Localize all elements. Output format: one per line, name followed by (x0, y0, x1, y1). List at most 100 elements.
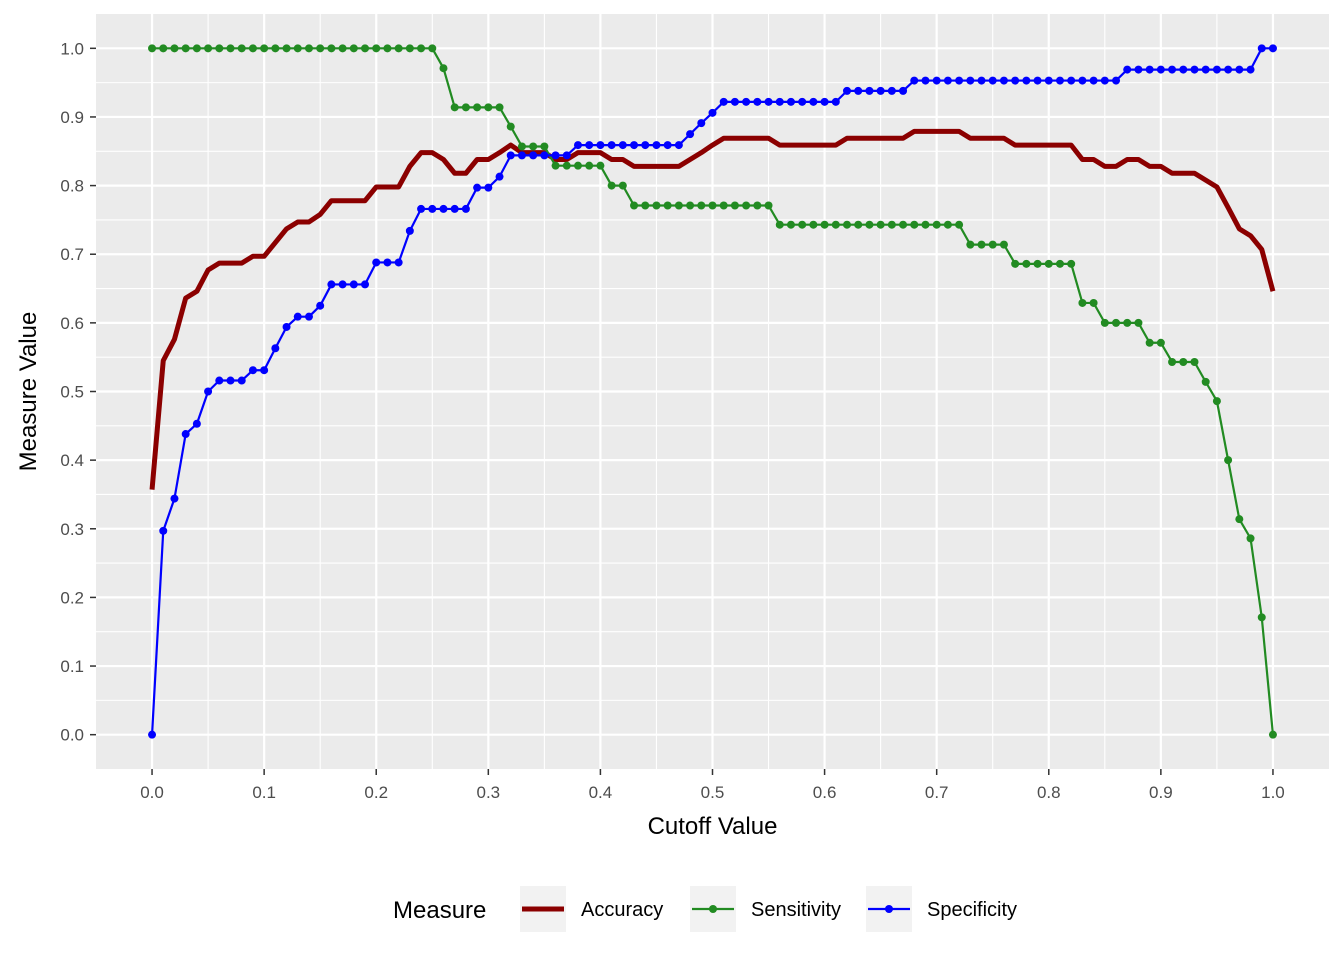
specificity-point (1168, 65, 1177, 74)
specificity-point (506, 151, 515, 160)
y-tick-label: 0.8 (60, 177, 84, 196)
specificity-point (876, 86, 885, 95)
specificity-point (1100, 76, 1109, 85)
sensitivity-point (450, 103, 459, 112)
legend: Measure Accuracy Sensitivity Specificity (393, 886, 1017, 932)
legend-item-sensitivity: Sensitivity (690, 886, 841, 932)
sensitivity-point (417, 44, 426, 53)
specificity-point (529, 151, 538, 160)
specificity-point (730, 97, 739, 106)
sensitivity-point (484, 103, 493, 112)
sensitivity-point (148, 44, 157, 53)
specificity-point (248, 366, 257, 375)
sensitivity-point (753, 201, 762, 210)
sensitivity-point (237, 44, 246, 53)
sensitivity-point (1011, 259, 1020, 268)
sensitivity-point (899, 220, 908, 229)
sensitivity-point (1201, 377, 1210, 386)
y-tick-label: 1.0 (60, 39, 84, 58)
specificity-point (215, 376, 224, 385)
specificity-point (955, 76, 964, 85)
x-tick-label: 0.9 (1149, 783, 1173, 802)
sensitivity-point (1078, 298, 1087, 307)
x-axis-title: Cutoff Value (648, 813, 778, 840)
series-specificity (148, 44, 1277, 739)
specificity-point (204, 387, 213, 396)
specificity-point (1201, 65, 1210, 74)
specificity-point (674, 141, 683, 150)
specificity-point (708, 108, 717, 117)
specificity-point (820, 97, 829, 106)
sensitivity-point (248, 44, 257, 53)
sensitivity-point (495, 103, 504, 112)
sensitivity-point (831, 220, 840, 229)
specificity-point (1078, 76, 1087, 85)
x-tick-label: 0.1 (252, 783, 276, 802)
sensitivity-point (1112, 318, 1121, 327)
sensitivity-point (215, 44, 224, 53)
specificity-point (899, 86, 908, 95)
specificity-point (181, 430, 190, 439)
sensitivity-point (1246, 534, 1255, 543)
specificity-point (484, 183, 493, 192)
sensitivity-point (708, 201, 717, 210)
accuracy-line (149, 128, 1276, 490)
sensitivity-point (1156, 338, 1165, 347)
sensitivity-point (585, 161, 594, 170)
sensitivity-point (820, 220, 829, 229)
y-tick-label: 0.9 (60, 108, 84, 127)
sensitivity-point (226, 44, 235, 53)
specificity-point (719, 97, 728, 106)
specificity-point (932, 76, 941, 85)
y-axis-title: Measure Value (15, 312, 42, 472)
specificity-point (316, 301, 325, 310)
specificity-point (753, 97, 762, 106)
specificity-point (170, 494, 179, 503)
sensitivity-point (1067, 259, 1076, 268)
sensitivity-point (775, 220, 784, 229)
sensitivity-point (843, 220, 852, 229)
specificity-point (517, 151, 526, 160)
sensitivity-point (1089, 298, 1098, 307)
specificity-point (697, 119, 706, 128)
legend-title: Measure (393, 897, 486, 924)
specificity-point (349, 280, 358, 289)
specificity-point (562, 151, 571, 160)
specificity-point (1235, 65, 1244, 74)
specificity-point (192, 419, 201, 428)
specificity-point (630, 141, 639, 150)
sensitivity-point (798, 220, 807, 229)
sensitivity-point (697, 201, 706, 210)
specificity-point (372, 258, 381, 267)
specificity-point (1246, 65, 1255, 74)
legend-label: Sensitivity (751, 899, 841, 921)
specificity-point (921, 76, 930, 85)
sensitivity-point (630, 201, 639, 210)
series-sensitivity (148, 44, 1277, 739)
sensitivity-point (1134, 318, 1143, 327)
specificity-point (551, 151, 560, 160)
specificity-point (1212, 65, 1221, 74)
specificity-point (742, 97, 751, 106)
sensitivity-point (192, 44, 201, 53)
sensitivity-point (361, 44, 370, 53)
specificity-point (495, 172, 504, 181)
specificity-point (775, 97, 784, 106)
sensitivity-point (383, 44, 392, 53)
x-tick-label: 0.7 (925, 783, 949, 802)
x-axis: 0.0 0.1 0.2 0.3 0.4 0.5 0.6 0.7 0.8 0.9 1.0 (140, 769, 1285, 802)
specificity-point (686, 130, 695, 139)
x-tick-label: 1.0 (1261, 783, 1285, 802)
sensitivity-point (955, 220, 964, 229)
sensitivity-point (1179, 357, 1188, 366)
sensitivity-point (674, 201, 683, 210)
specificity-point (966, 76, 975, 85)
sensitivity-point (439, 64, 448, 73)
specificity-point (327, 280, 336, 289)
specificity-point (910, 76, 919, 85)
sensitivity-point (921, 220, 930, 229)
sensitivity-point (293, 44, 302, 53)
specificity-point (977, 76, 986, 85)
specificity-point (618, 141, 627, 150)
